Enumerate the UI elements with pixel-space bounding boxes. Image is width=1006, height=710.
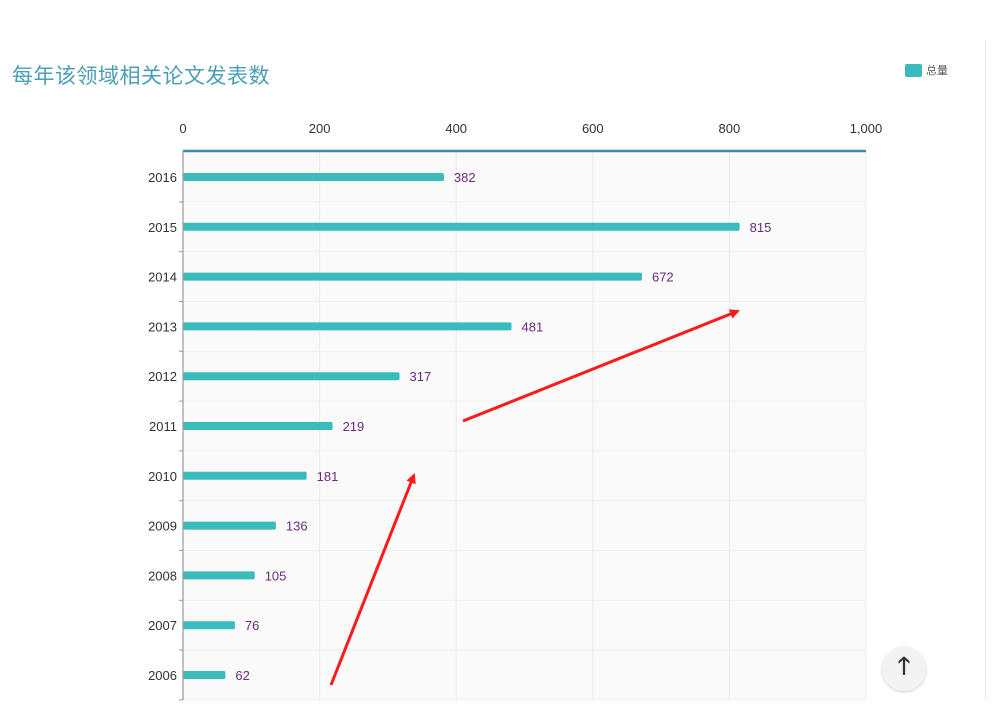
- annotations: [329, 309, 740, 686]
- data-label: 815: [750, 220, 772, 235]
- legend-swatch: [905, 63, 922, 77]
- bar: [183, 571, 255, 580]
- x-axis-ticks: 0 200 400 600 800 1,000: [179, 121, 883, 153]
- y-category-label: 2015: [148, 220, 177, 235]
- data-label: 317: [410, 369, 432, 384]
- bar: [183, 671, 226, 679]
- legend[interactable]: 总量: [905, 62, 948, 78]
- annotation-arrow: [329, 473, 416, 686]
- data-label: 219: [343, 419, 365, 434]
- data-label: 181: [317, 469, 339, 484]
- data-label: 382: [454, 170, 476, 185]
- y-category-label: 2014: [148, 270, 177, 285]
- y-category-label: 2016: [148, 170, 177, 185]
- y-category-label: 2009: [148, 519, 177, 534]
- data-label: 481: [522, 319, 544, 334]
- y-category-label: 2013: [148, 319, 177, 334]
- bar: [183, 173, 444, 181]
- annotation-arrow: [462, 309, 740, 423]
- scroll-top-button[interactable]: 🡑: [882, 647, 926, 691]
- bar: [183, 621, 235, 630]
- y-category-label: 2007: [148, 618, 177, 633]
- data-label: 105: [265, 568, 287, 583]
- y-category-label: 2011: [149, 419, 177, 434]
- y-category-label: 2008: [148, 568, 177, 583]
- bar: [183, 272, 642, 281]
- bars: 382 815 672 481 317 219 181 136 105 76 62: [183, 170, 771, 683]
- y-axis: 2016 2015 2014 2013 2012 2011 2010 2009 2008 2007…: [148, 151, 184, 701]
- arrow-up-icon: 🡑: [897, 652, 911, 680]
- x-tick-label: 0: [179, 121, 186, 136]
- bar: [183, 521, 276, 530]
- panel-divider: [985, 40, 986, 700]
- data-label: 136: [286, 519, 308, 534]
- bar: [183, 322, 512, 331]
- x-tick-label: 600: [582, 121, 604, 136]
- x-tick-label: 1,000: [850, 121, 883, 136]
- legend-label: 总量: [926, 64, 948, 77]
- bar: [183, 422, 333, 430]
- bar: [183, 372, 400, 381]
- bar: [183, 471, 307, 480]
- x-tick-label: 200: [309, 121, 331, 136]
- y-category-label: 2006: [148, 668, 177, 683]
- data-label: 62: [235, 668, 249, 683]
- data-label: 672: [652, 270, 674, 285]
- bar: [183, 222, 740, 231]
- x-tick-label: 800: [719, 121, 741, 136]
- data-label: 76: [245, 618, 259, 633]
- chart-title: 每年该领域相关论文发表数: [12, 64, 270, 88]
- y-category-label: 2010: [148, 469, 177, 484]
- x-tick-label: 400: [445, 121, 467, 136]
- y-category-label: 2012: [148, 369, 177, 384]
